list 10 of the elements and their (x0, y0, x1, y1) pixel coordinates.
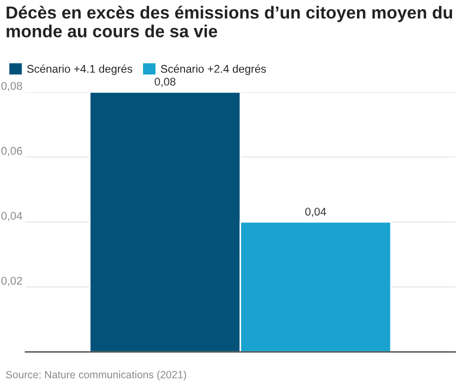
y-tick-label: 0,02 (1, 276, 22, 286)
legend-label: Scénario +4.1 degrés (27, 64, 132, 75)
y-tick-label: 0,04 (1, 212, 22, 222)
data-label: 0,08 (154, 78, 176, 87)
source-note: Source: Nature communications (2021) (6, 370, 186, 380)
data-label: 0,04 (305, 208, 326, 217)
y-tick-label: 0,06 (1, 146, 22, 156)
legend-label: Scénario +2.4 degrés (160, 64, 266, 75)
y-tick-label: 0,08 (1, 82, 22, 92)
chart-title: Décès en excès des émissions d’un citoyen moyen du monde au cours de sa vie (6, 6, 452, 38)
